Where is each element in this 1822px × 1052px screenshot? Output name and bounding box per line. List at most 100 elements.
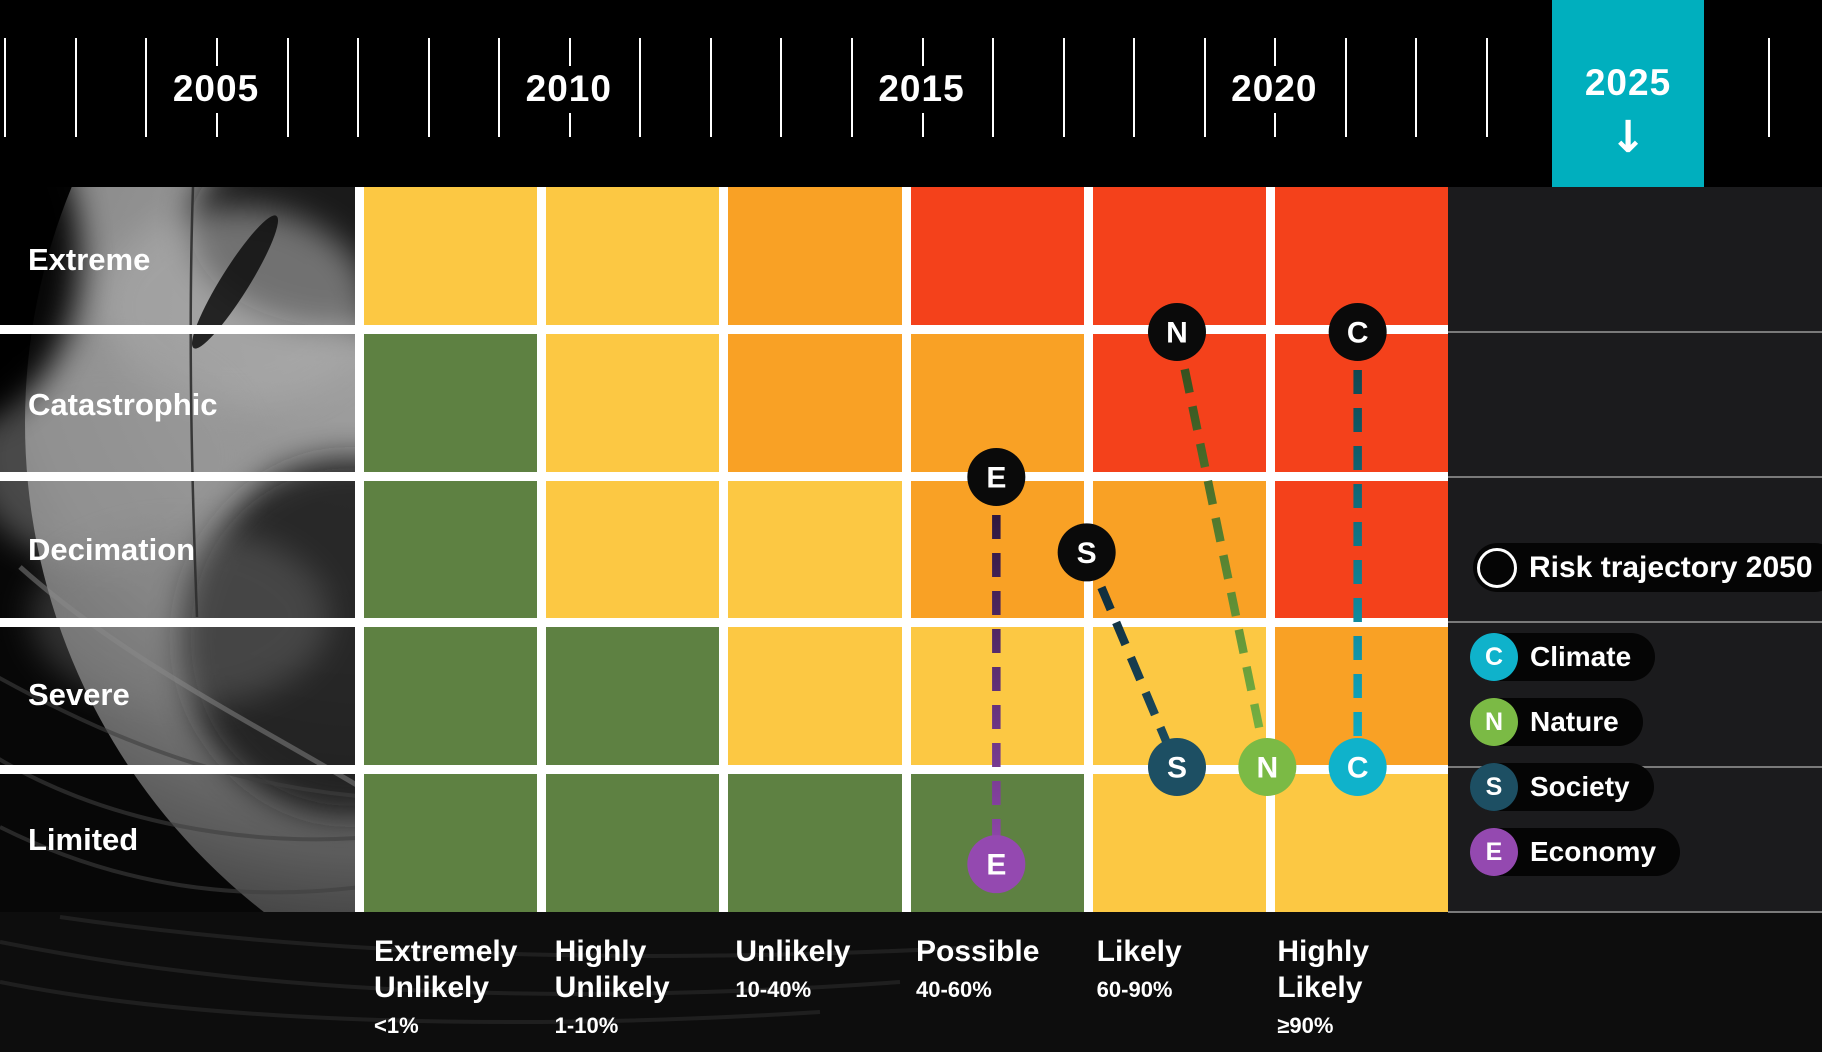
legend-item-nature: N Nature <box>1470 698 1643 746</box>
risk-cell-r4c0-green <box>364 774 538 912</box>
year-tick <box>568 38 571 66</box>
climate-icon: C <box>1470 633 1518 681</box>
likelihood-title: Extremely Unlikely <box>374 935 518 1004</box>
year-tick <box>145 38 148 137</box>
risk-cell-r1c4-red <box>1092 333 1266 472</box>
likelihood-label-3: Unlikely 10-40% <box>735 934 910 1003</box>
likelihood-range: 40-60% <box>916 977 992 1002</box>
year-tick <box>1133 38 1136 137</box>
risk-cell-r4c1-green <box>546 774 720 912</box>
grid-divider-horizontal <box>0 618 364 628</box>
risk-cell-r3c2-yellow <box>728 627 902 766</box>
year-tick <box>357 38 360 137</box>
year-tick <box>1344 38 1347 137</box>
grid-divider-horizontal <box>0 324 364 334</box>
year-tick <box>850 38 853 137</box>
current-year-box: 2025 ↓ <box>1552 0 1704 187</box>
risk-cell-r4c3-green <box>910 774 1084 912</box>
year-tick <box>427 38 430 137</box>
risk-cell-r2c2-yellow <box>728 480 902 619</box>
risk-grid <box>364 187 1448 912</box>
year-tick <box>1062 38 1065 137</box>
year-label: 2010 <box>525 68 612 109</box>
row-extension-line <box>1448 331 1822 333</box>
year-tick <box>921 38 924 66</box>
year-tick <box>1274 38 1277 66</box>
year-tick <box>921 113 924 137</box>
severity-label-decimation: Decimation <box>28 531 196 567</box>
likelihood-title: Unlikely <box>735 935 851 968</box>
risk-cell-r1c5-red <box>1274 333 1448 472</box>
likelihood-range: 1-10% <box>554 1013 619 1038</box>
year-label: 2005 <box>172 68 260 109</box>
risk-cell-r1c1-yellow <box>546 333 720 472</box>
severity-label-limited: Limited <box>28 821 139 857</box>
risk-cell-r2c0-green <box>364 480 538 619</box>
risk-trajectory-legend: Risk trajectory 2050 <box>1473 543 1822 592</box>
year-tick <box>1768 38 1771 137</box>
legend-item-society: S Society <box>1470 763 1654 811</box>
risk-cell-r2c3-orange <box>910 480 1084 619</box>
grid-divider-vertical <box>355 187 364 912</box>
legend-item-climate: C Climate <box>1470 633 1656 681</box>
timeline-bar: 2005 2010 2015 2020 <box>0 0 1822 187</box>
legend-item-label: Climate <box>1530 641 1632 672</box>
legend-item-economy: E Economy <box>1470 828 1681 876</box>
risk-cell-r4c5-yellow <box>1274 774 1448 912</box>
likelihood-title: Highly Unlikely <box>554 935 670 1004</box>
economy-icon: E <box>1470 828 1518 876</box>
risk-cell-r4c4-yellow <box>1092 774 1266 912</box>
row-extension-line <box>1448 911 1822 913</box>
likelihood-label-5: Likely 60-90% <box>1097 934 1272 1003</box>
risk-cell-r1c3-orange <box>910 333 1084 472</box>
year-tick <box>639 38 642 137</box>
risk-cell-r0c5-red <box>1274 187 1448 325</box>
risk-cell-r1c0-green <box>364 333 538 472</box>
risk-cell-r2c5-red <box>1274 480 1448 619</box>
legend-item-label: Nature <box>1530 706 1619 737</box>
year-tick <box>1203 38 1206 137</box>
year-tick <box>780 38 783 137</box>
year-tick <box>1274 113 1277 137</box>
footer-swirl-decoration <box>0 915 981 1024</box>
year-label: 2015 <box>878 68 965 109</box>
grid-divider-horizontal <box>0 765 364 775</box>
risk-trajectory-label: Risk trajectory 2050 <box>1529 550 1813 584</box>
likelihood-range: 10-40% <box>735 977 812 1002</box>
risk-cell-r0c4-red <box>1092 187 1266 325</box>
year-tick <box>74 38 77 137</box>
legend-item-label: Society <box>1530 771 1630 802</box>
year-tick <box>286 38 289 137</box>
severity-label-severe: Severe <box>28 676 130 712</box>
risk-cell-r0c1-yellow <box>546 187 720 325</box>
severity-label-extreme: Extreme <box>28 241 151 277</box>
risk-cell-r1c2-orange <box>728 333 902 472</box>
severity-label-catastrophic: Catastrophic <box>28 386 218 422</box>
nature-icon: N <box>1470 698 1518 746</box>
severity-axis-panel: Extreme Catastrophic Decimation Severe Limit… <box>0 187 355 912</box>
likelihood-label-2: Highly Unlikely 1-10% <box>555 934 730 1039</box>
likelihood-label-6: Highly Likely ≥90% <box>1277 934 1452 1039</box>
year-tick <box>4 38 7 137</box>
likelihood-range: <1% <box>374 1013 419 1038</box>
risk-cell-r3c0-green <box>364 627 538 766</box>
risk-cell-r3c1-green <box>546 627 720 766</box>
risk-trajectory-2050-icon <box>1477 547 1517 588</box>
grid-divider-horizontal <box>0 471 364 481</box>
year-tick <box>992 38 994 137</box>
earth-image <box>0 187 355 912</box>
year-label: 2020 <box>1231 68 1318 109</box>
risk-cell-r2c4-orange <box>1092 480 1266 619</box>
risk-cell-r2c1-yellow <box>546 480 720 619</box>
risk-cell-r0c2-orange <box>728 187 902 325</box>
row-extension-line <box>1448 621 1822 623</box>
year-tick <box>498 38 501 137</box>
current-year-label: 2025 <box>1584 62 1672 103</box>
risk-cell-r3c5-orange <box>1274 627 1448 766</box>
risk-cell-r3c4-yellow <box>1092 627 1266 766</box>
likelihood-range: ≥90% <box>1277 1013 1334 1038</box>
risk-cell-r0c0-yellow <box>364 187 538 325</box>
likelihood-label-1: Extremely Unlikely <1% <box>374 934 549 1039</box>
year-tick <box>709 38 712 137</box>
